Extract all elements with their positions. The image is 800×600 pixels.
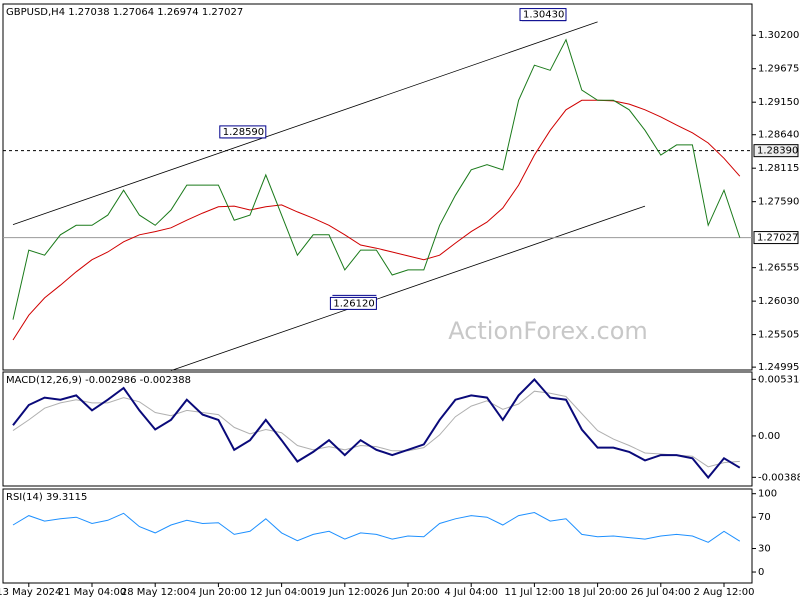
pane-title: RSI(14) 39.3115 <box>6 492 87 503</box>
series-line <box>12 378 741 480</box>
x-tick-label: 4 Jun 20:00 <box>190 587 247 598</box>
x-tick-label: 21 May 04:00 <box>58 587 127 598</box>
callout-label: 1.26120 <box>333 298 374 309</box>
x-tick-label: 11 Jul 12:00 <box>504 587 564 598</box>
x-tick-label: 12 Jun 04:00 <box>250 587 314 598</box>
y-tick-label: 100 <box>758 489 777 500</box>
x-tick-label: 13 May 2024 <box>0 587 61 598</box>
y-tick-label: 0.00 <box>758 431 780 442</box>
callout-box <box>219 125 267 139</box>
y-tick-label: 1.25505 <box>758 330 799 341</box>
y-tick-label: 0 <box>758 567 764 578</box>
y-tick-label: 1.29150 <box>758 97 799 108</box>
level-label-box <box>753 144 799 158</box>
callout-label: 1.28590 <box>223 127 264 138</box>
x-tick-label: 4 Jul 04:00 <box>444 587 498 598</box>
pane-title: GBPUSD,H4 1.27038 1.27064 1.26974 1.2702… <box>6 7 243 18</box>
callout-label: 1.30430 <box>523 10 564 21</box>
pane-title: MACD(12,26,9) -0.002986 -0.002388 <box>6 375 191 386</box>
level-label-box <box>753 231 799 245</box>
signal-line <box>12 390 740 468</box>
rsi-pane <box>2 488 753 584</box>
level-label: 1.27027 <box>757 233 798 244</box>
series-line <box>12 38 741 320</box>
channel-line <box>12 21 598 225</box>
x-tick-label: 19 Jun 12:00 <box>313 587 377 598</box>
y-tick-label: 1.29675 <box>758 64 799 75</box>
price-pane <box>2 3 753 371</box>
series-line <box>12 511 741 543</box>
callout-box <box>329 296 377 310</box>
channel-line <box>170 205 646 371</box>
level-label: 1.28390 <box>757 146 798 157</box>
y-tick-label: 1.28115 <box>758 163 799 174</box>
y-tick-label: 1.26030 <box>758 296 799 307</box>
y-tick-label: 70 <box>758 512 771 523</box>
moving_average-line <box>12 99 741 341</box>
callout-box <box>519 8 567 22</box>
y-tick-label: -0.003885 <box>758 472 800 483</box>
macd-pane <box>2 371 753 487</box>
x-tick-label: 28 May 12:00 <box>121 587 190 598</box>
x-tick-label: 26 Jul 04:00 <box>631 587 691 598</box>
y-tick-label: 0.005314 <box>758 374 800 385</box>
y-tick-label: 1.26555 <box>758 263 799 274</box>
y-tick-label: 1.24995 <box>758 362 799 373</box>
x-tick-label: 2 Aug 12:00 <box>693 587 754 598</box>
x-tick-label: 18 Jul 20:00 <box>568 587 628 598</box>
y-tick-label: 1.27590 <box>758 197 799 208</box>
y-tick-label: 30 <box>758 544 771 555</box>
y-tick-label: 1.30200 <box>758 30 799 41</box>
y-tick-label: 1.28640 <box>758 130 799 141</box>
watermark: ActionForex.com <box>448 317 648 345</box>
x-tick-label: 26 Jun 20:00 <box>376 587 440 598</box>
